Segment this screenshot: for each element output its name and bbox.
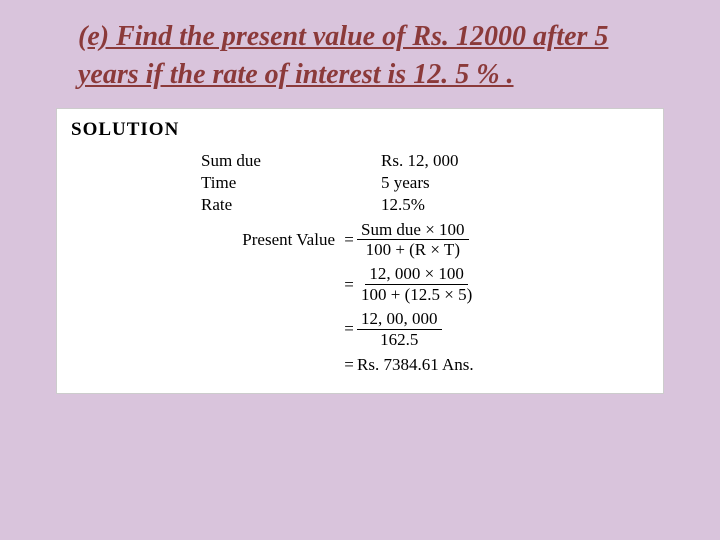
- given-value: 12.5%: [381, 195, 649, 215]
- given-value: 5 years: [381, 173, 649, 193]
- solution-title: SOLUTION: [71, 119, 649, 141]
- answer-text: Rs. 7384.61 Ans.: [357, 355, 474, 375]
- denominator: 100 + (R × T): [362, 240, 464, 259]
- fraction: 12, 000 × 100 100 + (12.5 × 5): [357, 265, 476, 304]
- equals-sign: =: [341, 230, 357, 250]
- given-value: Rs. 12, 000: [381, 151, 649, 171]
- fraction: Sum due × 100 100 + (R × T): [357, 221, 469, 260]
- question-text: (e) Find the present value of Rs. 12000 …: [0, 18, 720, 94]
- given-row: Sum due Rs. 12, 000: [201, 151, 649, 171]
- given-label: Time: [201, 173, 381, 193]
- given-label: Rate: [201, 195, 381, 215]
- calc-lhs: Present Value: [171, 230, 341, 250]
- given-section: Sum due Rs. 12, 000 Time 5 years Rate 12…: [71, 151, 649, 215]
- calc-step: = 12, 00, 000 162.5: [171, 310, 649, 349]
- calc-step: Present Value = Sum due × 100 100 + (R ×…: [171, 221, 649, 260]
- numerator: 12, 00, 000: [357, 310, 442, 330]
- fraction: 12, 00, 000 162.5: [357, 310, 442, 349]
- equals-sign: =: [341, 275, 357, 295]
- equals-sign: =: [341, 319, 357, 339]
- equals-sign: =: [341, 355, 357, 375]
- numerator: 12, 000 × 100: [365, 265, 468, 285]
- slide: (e) Find the present value of Rs. 12000 …: [0, 0, 720, 540]
- denominator: 162.5: [376, 330, 422, 349]
- given-row: Rate 12.5%: [201, 195, 649, 215]
- calc-step: = 12, 000 × 100 100 + (12.5 × 5): [171, 265, 649, 304]
- denominator: 100 + (12.5 × 5): [357, 285, 476, 304]
- numerator: Sum due × 100: [357, 221, 469, 241]
- calculation-section: Present Value = Sum due × 100 100 + (R ×…: [71, 221, 649, 375]
- solution-box: SOLUTION Sum due Rs. 12, 000 Time 5 year…: [56, 108, 664, 394]
- given-row: Time 5 years: [201, 173, 649, 193]
- given-label: Sum due: [201, 151, 381, 171]
- calc-answer-row: = Rs. 7384.61 Ans.: [171, 355, 649, 375]
